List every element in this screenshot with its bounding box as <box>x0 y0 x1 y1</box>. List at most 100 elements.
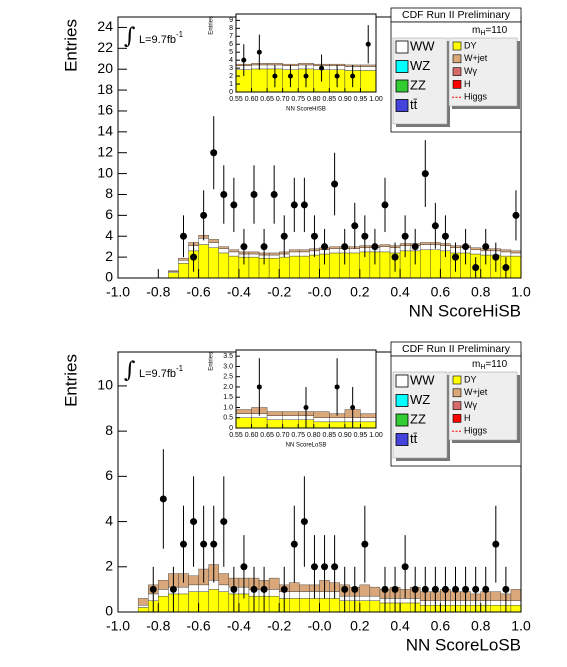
data-point <box>365 41 371 47</box>
histogram-bar <box>268 589 280 597</box>
legend-label: Wγ <box>464 66 477 76</box>
histogram-bar <box>198 584 209 592</box>
histogram-bar <box>208 242 219 248</box>
histogram-bar <box>360 66 377 71</box>
histogram-bar <box>168 270 179 272</box>
x-axis-title: NN ScoreHiSB <box>286 107 326 113</box>
data-point <box>381 585 389 593</box>
data-point <box>210 149 218 157</box>
histogram-bar <box>137 605 149 608</box>
histogram-bar <box>490 591 502 601</box>
histogram-bar <box>510 252 522 257</box>
legend-label: W+jet <box>464 53 488 63</box>
data-point <box>331 180 339 188</box>
histogram-bar <box>379 246 391 253</box>
histogram-bar <box>298 63 314 66</box>
y-tick-label: 10 <box>97 377 113 393</box>
data-point <box>350 73 356 79</box>
data-point <box>441 232 449 240</box>
legend-label: DY <box>464 374 477 384</box>
lumi-sup: -1 <box>176 364 184 373</box>
legend-label: Wγ <box>464 400 477 410</box>
histogram-bar <box>349 248 361 254</box>
x-tick-label: 1.00 <box>369 432 383 439</box>
y-axis-title: Entries <box>209 16 215 35</box>
histogram-bar <box>158 595 169 613</box>
x-tick-label: -0.4 <box>227 618 251 634</box>
histogram-bar <box>420 249 431 279</box>
histogram-bar <box>309 598 320 613</box>
data-point <box>351 222 359 230</box>
data-point <box>270 190 278 198</box>
data-point <box>350 404 356 410</box>
histogram-bar <box>379 251 391 279</box>
data-point <box>230 585 238 593</box>
histogram-bar <box>289 251 300 257</box>
legend-swatch <box>452 41 462 51</box>
histogram-bar <box>228 251 240 257</box>
histogram-bar <box>198 244 209 279</box>
histogram-bar <box>228 255 240 279</box>
histogram-bar <box>299 251 310 257</box>
histogram-bar <box>510 255 522 279</box>
data-point <box>260 585 268 593</box>
legend-swatch <box>452 80 462 89</box>
y-tick-label: 24 <box>97 18 113 34</box>
histogram-bar <box>178 260 189 264</box>
y-tick-label: 0 <box>229 425 233 432</box>
histogram-bar <box>282 419 299 429</box>
x-axis-title: NN ScoreHiSB <box>409 301 521 320</box>
x-tick-label: -0.0 <box>307 618 331 634</box>
histogram-bar <box>369 595 381 601</box>
y-tick-label: 10 <box>97 164 113 180</box>
x-tick-label: 0.85 <box>323 432 337 439</box>
data-point <box>361 232 369 240</box>
y-tick-label: 2 <box>105 248 113 264</box>
x-tick-label: 0.90 <box>338 96 352 103</box>
x-tick-label: 0.55 <box>229 96 243 103</box>
data-point <box>260 243 268 251</box>
histogram-bar <box>510 589 522 601</box>
data-point <box>391 585 399 593</box>
x-tick-label: 0.70 <box>276 432 290 439</box>
histogram-bar <box>289 255 300 279</box>
data-point <box>303 404 309 410</box>
data-point <box>452 585 460 593</box>
data-point <box>240 243 248 251</box>
data-point <box>149 585 157 593</box>
y-tick-label: 22 <box>97 39 113 55</box>
y-tick-label: 4 <box>105 227 113 243</box>
data-point <box>300 201 308 209</box>
histogram-bar <box>188 591 199 613</box>
data-point <box>502 264 510 272</box>
axes-frame <box>235 349 377 429</box>
histogram-bar <box>359 595 371 601</box>
y-axis-title: Entries <box>209 352 215 371</box>
data-point <box>431 222 439 230</box>
data-point <box>310 563 318 571</box>
lumi-text: L=9.7fb <box>139 34 176 46</box>
histogram-bar <box>360 421 377 429</box>
data-point <box>220 518 228 526</box>
legend-label: Higgs <box>464 92 488 102</box>
y-tick-label: 4 <box>105 512 113 528</box>
x-tick-label: 0.95 <box>354 432 368 439</box>
data-point <box>190 518 198 526</box>
histogram-bar <box>510 600 522 606</box>
data-point <box>290 201 298 209</box>
legend-header: CDF Run II Preliminary <box>402 343 511 355</box>
legend-swatch <box>452 401 462 410</box>
histogram-bar <box>309 254 320 279</box>
histogram-bar <box>369 586 381 597</box>
histogram-bar <box>329 598 340 613</box>
legend-label: H <box>464 79 471 89</box>
histogram-bar <box>500 251 512 257</box>
x-tick-label: 0.75 <box>291 432 305 439</box>
histogram-bar <box>319 598 330 613</box>
x-tick-label: 0.90 <box>338 432 352 439</box>
y-tick-label: 2 <box>105 557 113 573</box>
data-point <box>431 585 439 593</box>
y-tick-label: 2.5 <box>223 374 233 381</box>
histogram-bar <box>430 249 441 279</box>
